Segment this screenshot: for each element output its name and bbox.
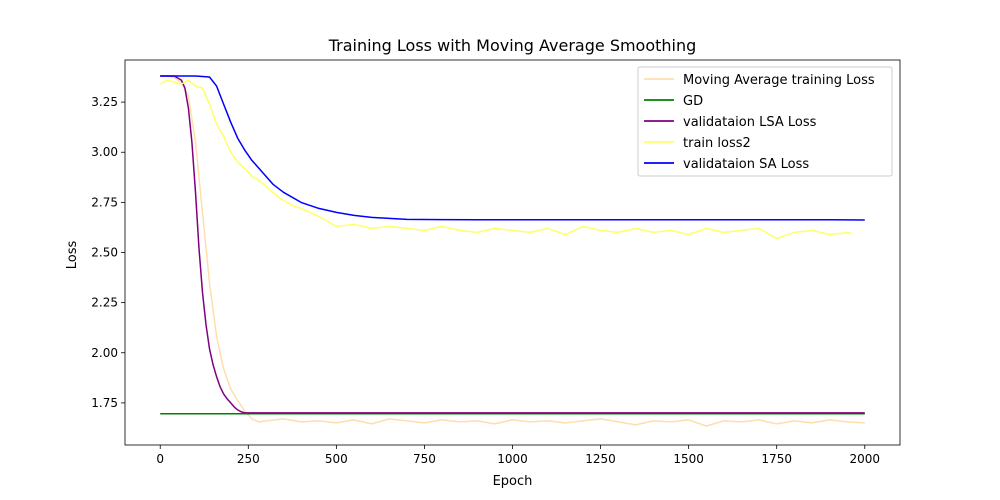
- chart-title: Training Loss with Moving Average Smooth…: [328, 36, 697, 55]
- x-tick-label: 1500: [673, 452, 704, 466]
- legend-entry-label: Moving Average training Loss: [683, 73, 875, 88]
- y-axis-label: Loss: [65, 241, 80, 270]
- plot-area: [124, 59, 901, 446]
- legend: Moving Average training Loss GD validataio…: [637, 66, 893, 177]
- x-tick-label: 250: [237, 452, 260, 466]
- legend-box: [637, 66, 893, 177]
- series-line-1: [160, 75, 865, 427]
- series-line-4: [159, 79, 851, 240]
- x-axis-label: Epoch: [493, 474, 533, 489]
- legend-entry-label: GD: [683, 94, 703, 109]
- series-line-5: [160, 75, 865, 221]
- y-tick-label: 2.00: [91, 346, 118, 360]
- y-tick-label: 2.25: [91, 296, 118, 310]
- y-axis-ticks: 1.75 2.00 2.25 2.50 2.75 3.00 3.25: [91, 95, 125, 410]
- x-tick-label: 750: [413, 452, 436, 466]
- x-tick-label: 500: [325, 452, 348, 466]
- x-tick-label: 1750: [761, 452, 792, 466]
- x-tick-label: 0: [156, 452, 164, 466]
- y-tick-label: 1.75: [91, 396, 118, 410]
- legend-entry-label: validataion LSA Loss: [683, 115, 817, 130]
- y-tick-label: 3.25: [91, 95, 118, 109]
- y-tick-label: 2.75: [91, 195, 118, 209]
- series-line-3: [160, 75, 865, 414]
- y-tick-label: 2.50: [91, 246, 118, 260]
- x-axis-ticks: 0 250 500 750 1000 1250 1500 1750 2000: [156, 445, 880, 466]
- x-tick-label: 2000: [849, 452, 880, 466]
- x-tick-label: 1250: [585, 452, 616, 466]
- legend-entry-label: train loss2: [683, 136, 751, 151]
- x-tick-label: 1000: [497, 452, 528, 466]
- legend-entry-label: validataion SA Loss: [683, 157, 809, 172]
- y-tick-label: 3.00: [91, 145, 118, 159]
